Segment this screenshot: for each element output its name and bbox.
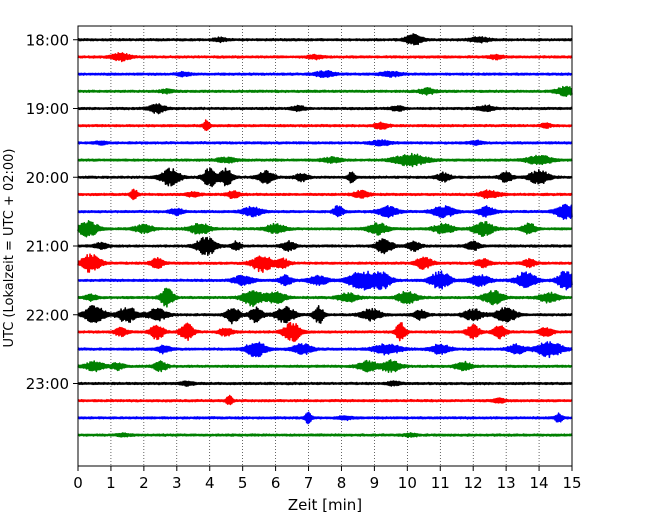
y-tick-label: 18:00 <box>26 31 69 49</box>
x-tick-label: 2 <box>139 474 149 492</box>
trace-2045 <box>77 219 573 238</box>
x-tick-label: 9 <box>370 474 380 492</box>
trace-1900 <box>77 103 573 115</box>
trace-1800 <box>77 33 573 46</box>
x-tick-label: 12 <box>464 474 483 492</box>
x-tick-label: 5 <box>238 474 248 492</box>
y-tick-label: 21:00 <box>26 238 69 256</box>
trace-2300 <box>77 380 573 387</box>
seismic-traces <box>77 33 573 439</box>
trace-2030 <box>77 203 573 221</box>
y-tick-label: 23:00 <box>26 375 69 393</box>
trace-2200 <box>77 304 573 325</box>
trace-2345 <box>77 432 573 439</box>
y-tick-label: 22:00 <box>26 306 69 324</box>
trace-2015 <box>77 188 573 201</box>
trace-2230 <box>77 341 573 359</box>
trace-1815 <box>77 52 573 63</box>
x-axis-ticks: 0 1 2 3 4 5 6 7 8 9 10 11 12 13 14 15 <box>73 466 582 492</box>
x-axis-label: Zeit [min] <box>288 496 362 514</box>
y-axis-ticks: 18:00 19:00 20:00 21:00 22:00 23:00 <box>26 31 78 393</box>
trace-2100 <box>77 236 573 256</box>
x-tick-label: 3 <box>172 474 182 492</box>
trace-2145 <box>77 287 573 308</box>
x-tick-label: 10 <box>398 474 417 492</box>
trace-2330 <box>77 411 573 425</box>
x-tick-label: 7 <box>304 474 314 492</box>
trace-1830 <box>77 70 573 79</box>
x-tick-label: 15 <box>562 474 581 492</box>
x-tick-label: 8 <box>337 474 347 492</box>
x-tick-label: 0 <box>73 474 83 492</box>
x-tick-label: 6 <box>271 474 281 492</box>
trace-1930 <box>77 139 573 147</box>
x-tick-label: 11 <box>431 474 450 492</box>
trace-1915 <box>77 119 573 132</box>
x-tick-label: 14 <box>530 474 549 492</box>
y-axis-label: UTC (Lokalzeit = UTC + 02:00) <box>2 149 17 348</box>
trace-2000 <box>77 167 573 188</box>
trace-1845 <box>77 85 573 97</box>
trace-2245 <box>77 359 573 374</box>
trace-2215 <box>77 321 573 343</box>
x-tick-label: 4 <box>205 474 215 492</box>
trace-2115 <box>77 253 573 273</box>
trace-1945 <box>77 152 573 168</box>
grid-lines <box>110 26 540 466</box>
trace-2315 <box>77 394 573 406</box>
y-tick-label: 20:00 <box>26 169 69 187</box>
trace-2130 <box>77 270 573 291</box>
x-tick-label: 13 <box>497 474 516 492</box>
y-tick-label: 19:00 <box>26 100 69 118</box>
x-tick-label: 1 <box>106 474 116 492</box>
